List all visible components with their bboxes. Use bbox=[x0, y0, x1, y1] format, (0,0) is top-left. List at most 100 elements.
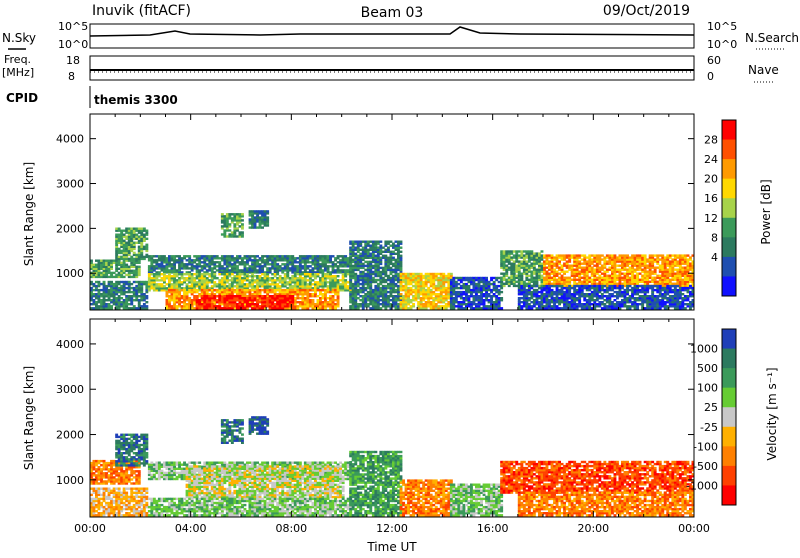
heatmap-cell bbox=[392, 263, 395, 265]
heatmap-cell bbox=[339, 283, 342, 285]
heatmap-cell bbox=[289, 279, 292, 281]
heatmap-cell bbox=[244, 261, 247, 263]
heatmap-cell bbox=[679, 285, 682, 287]
heatmap-cell bbox=[173, 305, 176, 307]
heatmap-cell bbox=[384, 285, 387, 287]
heatmap-cell bbox=[480, 307, 483, 309]
heatmap-cell bbox=[286, 255, 289, 257]
heatmap-cell bbox=[261, 289, 264, 291]
heatmap-cell bbox=[95, 281, 98, 283]
heatmap-cell bbox=[226, 303, 229, 305]
heatmap-cell bbox=[634, 275, 637, 277]
heatmap-cell bbox=[123, 276, 126, 278]
heatmap-cell bbox=[362, 283, 365, 285]
heatmap-cell bbox=[173, 279, 176, 281]
heatmap-cell bbox=[382, 285, 385, 287]
heatmap-cell bbox=[120, 272, 123, 274]
heatmap-cell bbox=[314, 267, 317, 269]
heatmap-cell bbox=[392, 275, 395, 277]
heatmap-cell bbox=[221, 293, 224, 295]
heatmap-cell bbox=[274, 273, 277, 275]
heatmap-cell bbox=[324, 273, 327, 275]
heatmap-cell bbox=[334, 305, 337, 307]
heatmap-cell bbox=[661, 285, 664, 287]
heatmap-cell bbox=[334, 303, 337, 305]
heatmap-cell bbox=[553, 269, 556, 271]
heatmap-cell bbox=[306, 255, 309, 257]
heatmap-cell bbox=[281, 255, 284, 257]
heatmap-cell bbox=[679, 275, 682, 277]
nsearch-tick-top: 10^5 bbox=[707, 20, 737, 33]
heatmap-cell bbox=[490, 289, 493, 291]
heatmap-cell bbox=[583, 263, 586, 265]
heatmap-cell bbox=[588, 277, 591, 279]
heatmap-cell bbox=[327, 265, 330, 267]
heatmap-cell bbox=[241, 279, 244, 281]
heatmap-cell bbox=[317, 289, 320, 291]
heatmap-cell bbox=[649, 281, 652, 283]
heatmap-cell bbox=[103, 293, 106, 295]
heatmap-cell bbox=[621, 273, 624, 275]
heatmap-cell bbox=[568, 254, 571, 256]
heatmap-cell bbox=[530, 305, 533, 307]
heatmap-cell bbox=[417, 283, 420, 285]
heatmap-cell bbox=[143, 234, 146, 236]
heatmap-cell bbox=[518, 285, 521, 287]
heatmap-cell bbox=[281, 277, 284, 279]
heatmap-cell bbox=[188, 289, 191, 291]
heatmap-cell bbox=[135, 307, 138, 309]
heatmap-cell bbox=[289, 267, 292, 269]
heatmap-cell bbox=[266, 293, 269, 295]
heatmap-cell bbox=[198, 269, 201, 271]
heatmap-cell bbox=[201, 295, 204, 297]
heatmap-cell bbox=[437, 273, 440, 275]
heatmap-cell bbox=[372, 277, 375, 279]
heatmap-cell bbox=[279, 267, 282, 269]
heatmap-cell bbox=[405, 283, 408, 285]
heatmap-cell bbox=[223, 295, 226, 297]
heatmap-cell bbox=[228, 269, 231, 271]
heatmap-cell bbox=[181, 289, 184, 291]
heatmap-cell bbox=[125, 228, 128, 230]
heatmap-cell bbox=[241, 303, 244, 305]
heatmap-cell bbox=[606, 263, 609, 265]
heatmap-cell bbox=[115, 274, 118, 276]
heatmap-cell bbox=[226, 273, 229, 275]
heatmap-cell bbox=[525, 275, 528, 277]
heatmap-cell bbox=[603, 271, 606, 273]
cpid-row: CPID themis 3300 bbox=[6, 86, 178, 108]
heatmap-cell bbox=[301, 277, 304, 279]
heatmap-cell bbox=[364, 249, 367, 251]
heatmap-cell bbox=[498, 277, 501, 279]
heatmap-cell bbox=[608, 254, 611, 256]
heatmap-cell bbox=[249, 275, 252, 277]
heatmap-cell bbox=[211, 255, 214, 257]
heatmap-cell bbox=[304, 279, 307, 281]
heatmap-cell bbox=[392, 257, 395, 259]
heatmap-cell bbox=[347, 257, 350, 259]
heatmap-cell bbox=[576, 254, 579, 256]
heatmap-cell bbox=[349, 249, 352, 251]
heatmap-cell bbox=[483, 277, 486, 279]
heatmap-cell bbox=[457, 287, 460, 289]
heatmap-cell bbox=[591, 267, 594, 269]
heatmap-cell bbox=[515, 250, 518, 252]
heatmap-cell bbox=[213, 289, 216, 291]
heatmap-cell bbox=[128, 228, 131, 230]
heatmap-cell bbox=[405, 293, 408, 295]
heatmap-cell bbox=[143, 256, 146, 258]
heatmap-cell bbox=[382, 293, 385, 295]
heatmap-cell bbox=[483, 299, 486, 301]
heatmap-cell bbox=[274, 267, 277, 269]
heatmap-cell bbox=[390, 277, 393, 279]
heatmap-cell bbox=[349, 305, 352, 307]
heatmap-cell bbox=[629, 256, 632, 258]
heatmap-cell bbox=[123, 305, 126, 307]
heatmap-cell bbox=[125, 274, 128, 276]
heatmap-cell bbox=[581, 277, 584, 279]
heatmap-cell bbox=[616, 256, 619, 258]
heatmap-cell bbox=[480, 285, 483, 287]
heatmap-cell bbox=[118, 283, 121, 285]
heatmap-cell bbox=[611, 263, 614, 265]
heatmap-cell bbox=[218, 279, 221, 281]
